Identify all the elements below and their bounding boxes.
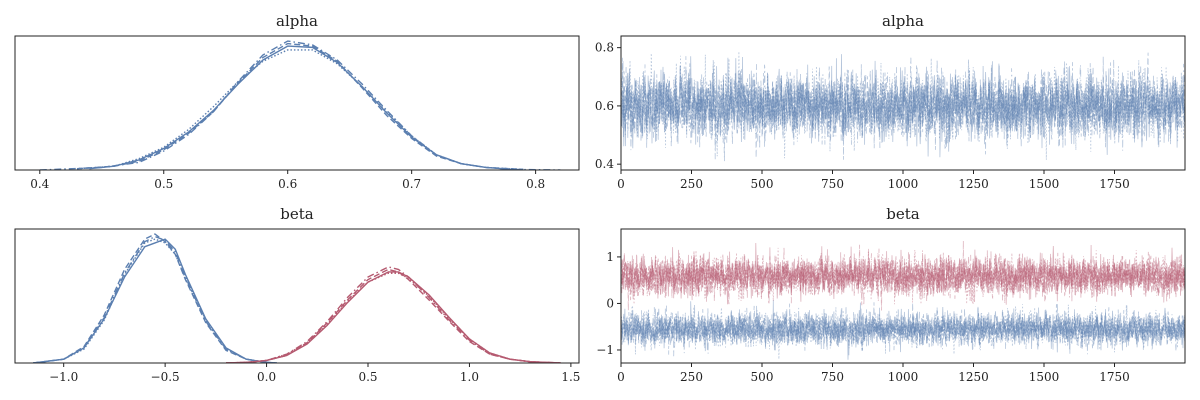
x-tick-label: 1000 [888,370,919,384]
x-tick-label: 750 [821,177,844,191]
x-tick-label: 1.0 [460,370,479,384]
x-tick-label: 500 [751,177,774,191]
x-tick-label: −0.5 [151,370,180,384]
density-line-red-dotted [225,272,561,363]
density-line-blue-dashed [33,233,277,363]
x-tick-label: 0.4 [30,177,49,191]
panel-title: beta [886,205,920,223]
trace-chain-blue-4 [621,51,1185,160]
panel-title: alpha [882,12,924,30]
trace-chain-blue-2 [621,302,1185,354]
y-tick-label: 0.4 [595,157,614,171]
plot-area [621,51,1185,162]
plot-area [33,233,561,363]
y-tick-label: 1 [606,250,614,264]
x-tick-label: 1250 [958,177,989,191]
trace-chain-red-3 [621,246,1185,306]
y-tick-label: 0.6 [595,99,614,113]
x-tick-label: −1.0 [49,370,78,384]
trace-chain-red-1 [621,242,1185,305]
plot-area [39,40,561,170]
panel-title: beta [280,205,314,223]
trace-chain-blue-4 [621,303,1185,360]
trace-chain-blue-2 [621,52,1185,162]
trace-chain-red-4 [621,247,1185,305]
x-tick-label: 750 [821,370,844,384]
x-tick-label: 0.5 [358,370,377,384]
trace-chain-blue-1 [621,300,1185,360]
trace-chain-red-2 [621,240,1185,311]
x-tick-label: 0.5 [154,177,173,191]
x-tick-label: 250 [680,177,703,191]
x-tick-label: 1750 [1099,177,1130,191]
trace-chain-blue-1 [621,54,1185,158]
y-tick-label: −1 [596,343,614,357]
panel-beta-density: beta −1.0 −0.5 0.0 0.5 1.0 1.5 [14,205,580,384]
x-tick-label: 0.8 [526,177,545,191]
density-line-blue-dashdot [33,235,277,363]
density-line-blue-solid [33,238,277,363]
trace-chain-blue-3 [621,302,1185,357]
x-tick-label: 1.5 [561,370,580,384]
panel-title: alpha [276,12,318,30]
density-line-red-dashed [225,268,561,363]
density-line-blue-dotted [33,238,277,363]
density-line-blue-dashed [76,42,524,170]
density-line-red-dashdot [225,266,561,363]
y-tick-label: 0.8 [595,41,614,55]
x-tick-label: 1750 [1099,370,1130,384]
x-tick-label: 1500 [1029,370,1060,384]
density-line-red-solid [225,271,561,363]
x-tick-label: 0 [617,177,625,191]
trace-chain-blue-3 [621,56,1185,160]
panel-alpha-trace: alpha 0 250 500 750 1000 1250 1500 1750 0.4 0.6 0.8 [595,12,1186,191]
density-line-blue-dashdot [39,40,561,170]
plot-area [621,240,1185,360]
x-tick-label: 250 [680,370,703,384]
x-tick-label: 0.6 [278,177,297,191]
density-line-blue-dotted [76,49,524,170]
density-line-blue-solid [89,45,511,170]
axes-frame [14,35,580,171]
x-tick-label: 1250 [958,370,989,384]
axes-frame [14,228,580,364]
panel-alpha-density: alpha 0.4 0.5 0.6 0.7 0.8 [14,12,580,191]
x-tick-label: 1500 [1029,177,1060,191]
x-tick-label: 1000 [888,177,919,191]
x-tick-label: 0.7 [402,177,421,191]
y-tick-label: 0 [606,296,614,310]
x-tick-label: 0.0 [257,370,276,384]
x-tick-label: 500 [751,370,774,384]
x-tick-label: 0 [617,370,625,384]
